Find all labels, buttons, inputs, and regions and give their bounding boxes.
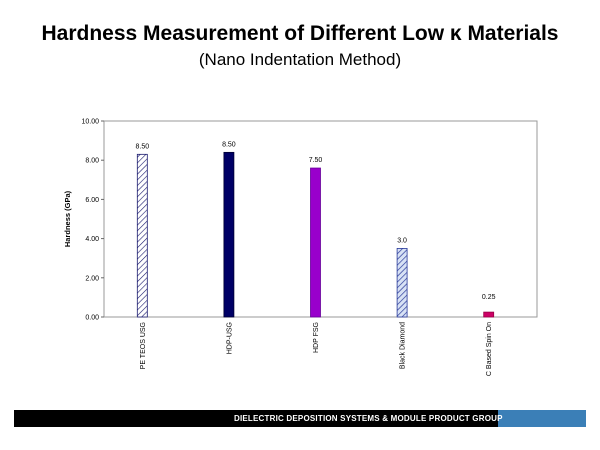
y-tick-label: 4.00 [85,236,99,243]
bar [223,151,235,318]
bar [483,311,495,318]
y-axis: 0.00 2.00 4.00 6.00 8.00 10.00 [81,119,104,322]
footer-group-name: DIELECTRIC DEPOSITION SYSTEMS & MODULE P… [234,414,503,423]
data-label: 8.50 [222,141,236,148]
category-label: HDP-USG [226,322,233,354]
hardness-bar-chart: 0.00 2.00 4.00 6.00 8.00 10.00 8.50 8.50 7.50 3.… [63,119,538,376]
category-labels: PE TEOS USG HDP-USG HDP FSG Black Diamond C … [140,322,493,376]
y-tick-label: 0.00 [85,315,99,322]
bar [396,247,408,318]
footer-bar [14,410,498,427]
bars [136,151,495,318]
category-label: Black Diamond [400,322,407,369]
data-label: 3.0 [397,237,407,244]
data-labels: 8.50 8.50 7.50 3.0 0.25 [135,141,495,301]
category-label: C Based Spin On [486,322,493,376]
y-tick-label: 10.00 [81,119,99,126]
y-tick-label: 6.00 [85,197,99,204]
data-label: 0.25 [482,294,496,301]
data-label: 7.50 [309,157,323,164]
category-label: HDP FSG [313,322,320,353]
bar [136,153,148,318]
y-axis-label: Hardness (GPa) [63,190,72,247]
y-tick-label: 2.00 [85,275,99,282]
data-label: 8.50 [135,143,149,150]
slide-title: Hardness Measurement of Different Low κ … [41,22,559,45]
bar [310,167,321,318]
category-label: PE TEOS USG [140,322,147,369]
slide-subtitle: (Nano Indentation Method) [198,50,402,69]
y-tick-label: 8.00 [85,158,99,165]
footer-accent-bar [498,410,586,427]
